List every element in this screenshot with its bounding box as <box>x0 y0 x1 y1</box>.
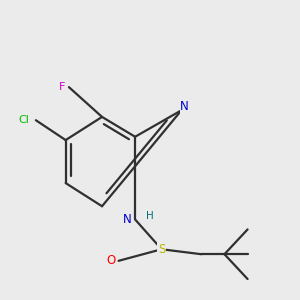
Text: N: N <box>123 213 132 226</box>
Text: N: N <box>180 100 189 113</box>
Text: F: F <box>59 82 66 92</box>
Text: S: S <box>158 243 165 256</box>
Text: H: H <box>146 211 154 221</box>
Text: O: O <box>106 254 115 267</box>
Text: Cl: Cl <box>18 115 29 125</box>
